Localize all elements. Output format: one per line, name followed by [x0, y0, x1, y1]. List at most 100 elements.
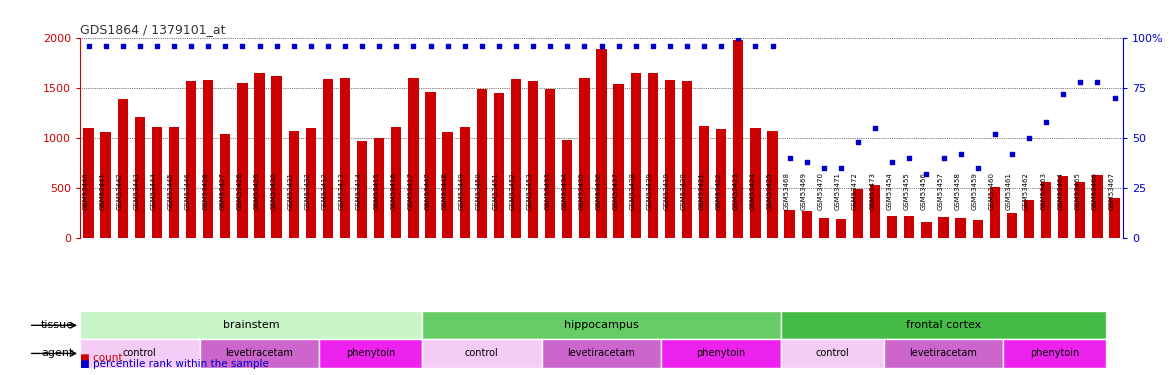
Bar — [510, 79, 521, 238]
Point — [815, 165, 834, 171]
Text: GSM53444: GSM53444 — [151, 172, 156, 210]
Bar — [716, 129, 727, 238]
Bar — [494, 93, 505, 238]
Text: GSM53446: GSM53446 — [185, 172, 192, 210]
Point — [285, 42, 303, 48]
Point — [1088, 79, 1107, 85]
Point — [131, 42, 149, 48]
Bar — [288, 131, 299, 238]
Point — [883, 159, 902, 165]
Bar — [973, 220, 983, 238]
Point — [301, 42, 320, 48]
Text: GSM53470: GSM53470 — [817, 172, 824, 210]
Point — [780, 155, 799, 161]
Point — [405, 42, 423, 48]
Point — [592, 42, 612, 48]
Bar — [784, 210, 795, 238]
Text: GSM53455: GSM53455 — [903, 172, 909, 210]
Bar — [768, 131, 777, 238]
Text: GSM53432: GSM53432 — [305, 172, 310, 210]
Text: GSM53436: GSM53436 — [595, 172, 601, 210]
Text: GSM53459: GSM53459 — [971, 172, 977, 210]
Bar — [358, 141, 367, 238]
Bar — [238, 82, 248, 238]
Point — [831, 165, 850, 171]
Point — [917, 171, 936, 177]
Bar — [870, 185, 881, 238]
Point — [609, 42, 628, 48]
Point — [523, 42, 542, 48]
Text: GSM53425: GSM53425 — [767, 172, 773, 210]
Text: GSM53422: GSM53422 — [715, 172, 721, 210]
Point — [900, 155, 918, 161]
Point — [677, 42, 696, 48]
Text: GSM53438: GSM53438 — [629, 172, 636, 210]
Text: GSM53441: GSM53441 — [100, 172, 106, 210]
Text: GSM53419: GSM53419 — [664, 172, 670, 210]
Bar — [80, 339, 200, 368]
Text: GSM53437: GSM53437 — [613, 172, 619, 210]
Text: levetiracetam: levetiracetam — [226, 348, 294, 358]
Bar — [781, 339, 883, 368]
Text: GSM53435: GSM53435 — [579, 172, 584, 210]
Text: GSM53428: GSM53428 — [236, 172, 242, 210]
Text: GSM53433: GSM53433 — [544, 172, 550, 210]
Point — [439, 42, 457, 48]
Bar — [921, 222, 931, 238]
Text: phenytoin: phenytoin — [696, 348, 746, 358]
Point — [763, 42, 782, 48]
Bar — [476, 88, 487, 238]
Text: GSM53431: GSM53431 — [288, 172, 294, 210]
Text: GSM53467: GSM53467 — [1109, 172, 1115, 210]
Point — [557, 42, 576, 48]
Point — [353, 42, 372, 48]
Bar — [392, 127, 401, 238]
Text: GSM53450: GSM53450 — [476, 172, 482, 210]
Point — [575, 42, 594, 48]
Point — [267, 42, 286, 48]
Point — [661, 42, 680, 48]
Text: GSM53449: GSM53449 — [459, 172, 465, 210]
Text: GSM53427: GSM53427 — [219, 172, 226, 210]
Bar — [152, 127, 162, 238]
Text: GSM53472: GSM53472 — [853, 172, 858, 210]
Bar — [1075, 182, 1085, 238]
Bar — [596, 48, 607, 238]
Bar — [340, 78, 350, 238]
Bar — [422, 311, 781, 339]
Text: brainstem: brainstem — [222, 320, 279, 330]
Bar — [630, 73, 641, 238]
Bar — [750, 128, 761, 238]
Text: GSM53464: GSM53464 — [1057, 172, 1063, 210]
Bar — [200, 339, 320, 368]
Point — [216, 42, 235, 48]
Text: GSM53461: GSM53461 — [1005, 172, 1011, 210]
Text: GSM53458: GSM53458 — [955, 172, 961, 210]
Point — [507, 42, 526, 48]
Bar — [938, 217, 949, 238]
Text: GSM53413: GSM53413 — [339, 172, 345, 210]
Text: GDS1864 / 1379101_at: GDS1864 / 1379101_at — [80, 23, 226, 36]
Point — [695, 42, 714, 48]
Bar — [887, 216, 897, 238]
Point — [113, 42, 132, 48]
Bar — [320, 339, 422, 368]
Bar — [442, 132, 453, 238]
Bar — [426, 92, 435, 238]
Bar — [422, 339, 542, 368]
Point — [1054, 91, 1073, 97]
Text: GSM53417: GSM53417 — [407, 172, 414, 210]
Bar — [408, 78, 419, 238]
Text: GSM53426: GSM53426 — [202, 172, 208, 210]
Point — [1105, 95, 1124, 101]
Bar — [100, 132, 111, 238]
Text: control: control — [465, 348, 499, 358]
Text: control: control — [815, 348, 849, 358]
Text: GSM53457: GSM53457 — [937, 172, 943, 210]
Bar — [990, 187, 1000, 238]
Point — [147, 42, 166, 48]
Text: GSM53429: GSM53429 — [254, 172, 260, 210]
Point — [335, 42, 354, 48]
Text: agent: agent — [41, 348, 74, 358]
Bar — [661, 339, 781, 368]
